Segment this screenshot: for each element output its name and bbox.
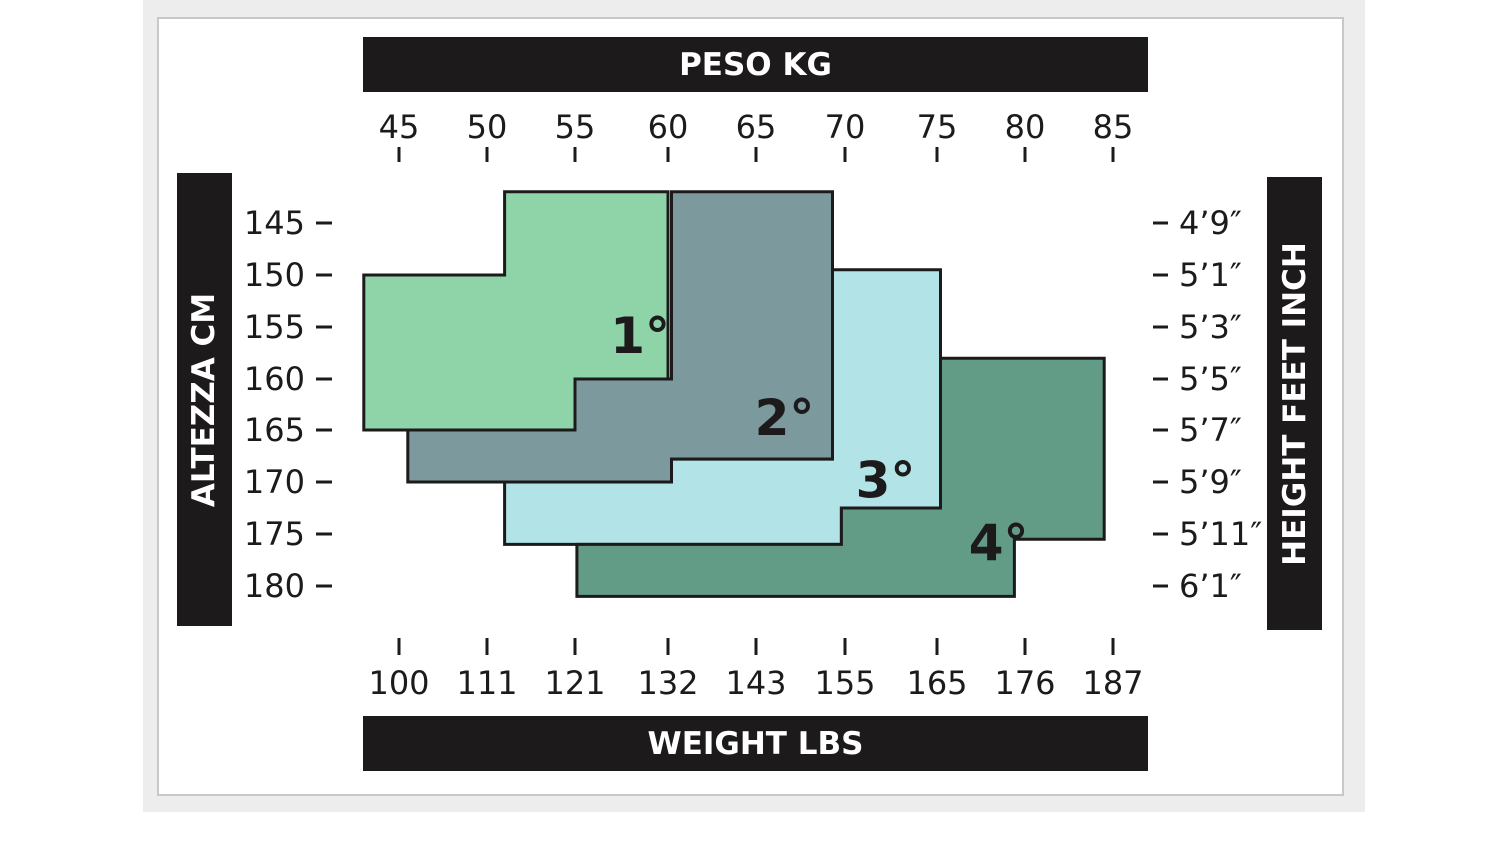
- top-axis-title-band: PESO KG: [363, 37, 1148, 92]
- top-tick-label: 55: [555, 108, 596, 146]
- bottom-tick-label: 132: [637, 664, 698, 702]
- right-tick-label: 5’5″: [1179, 360, 1242, 398]
- size-region-label-1: 1°: [610, 307, 670, 365]
- size-regions: [362, 190, 1106, 598]
- right-tick-label: 4’9″: [1179, 204, 1242, 242]
- right-tick-label: 5’9″: [1179, 463, 1242, 501]
- bottom-axis-title-band: WEIGHT LBS: [363, 716, 1148, 771]
- top-tick-label: 80: [1005, 108, 1046, 146]
- right-tick-label: 5’7″: [1179, 411, 1242, 449]
- bottom-tick-label: 187: [1082, 664, 1143, 702]
- top-tick-label: 45: [379, 108, 420, 146]
- left-tick-label: 170: [244, 463, 305, 501]
- top-tick-label: 50: [467, 108, 508, 146]
- left-tick-label: 145: [244, 204, 305, 242]
- right-tick-label: 5’1″: [1179, 256, 1242, 294]
- bottom-tick-label: 111: [456, 664, 517, 702]
- size-region-label-4: 4°: [969, 514, 1029, 572]
- bottom-axis-title: WEIGHT LBS: [647, 725, 864, 762]
- left-axis-title-band: ALTEZZA CM: [177, 173, 232, 626]
- size-region-label-2: 2°: [755, 389, 815, 447]
- left-tick-label: 165: [244, 411, 305, 449]
- left-tick-label: 155: [244, 308, 305, 346]
- bottom-tick-label: 121: [544, 664, 605, 702]
- left-tick-label: 175: [244, 515, 305, 553]
- bottom-tick-label: 143: [725, 664, 786, 702]
- bottom-tick-label: 155: [814, 664, 875, 702]
- size-region-labels: 1° 2° 3° 4°: [610, 307, 1028, 572]
- right-tick-label: 5’3″: [1179, 308, 1242, 346]
- size-region-label-3: 3°: [856, 452, 916, 510]
- left-tick-label: 160: [244, 360, 305, 398]
- bottom-tick-label: 176: [994, 664, 1055, 702]
- right-tick-label: 5’11″: [1179, 515, 1262, 553]
- top-tick-label: 85: [1093, 108, 1134, 146]
- bottom-axis: 100 111 121 132 143 155 165 176 187: [368, 638, 1144, 702]
- right-tick-label: 6’1″: [1179, 567, 1242, 605]
- bottom-tick-label: 100: [368, 664, 429, 702]
- right-axis-title-band: HEIGHT FEET INCH: [1267, 177, 1322, 630]
- right-axis: 4’9″ 5’1″ 5’3″ 5’5″ 5’7″ 5’9″ 5’11″ 6’1″: [1153, 204, 1262, 605]
- top-tick-label: 70: [825, 108, 866, 146]
- top-tick-label: 60: [648, 108, 689, 146]
- top-axis-title: PESO KG: [679, 46, 832, 83]
- top-axis: 45 50 55 60 65 70 75 80 85: [379, 108, 1134, 162]
- left-tick-label: 150: [244, 256, 305, 294]
- left-tick-label: 180: [244, 567, 305, 605]
- top-tick-label: 65: [736, 108, 777, 146]
- size-region-4: [575, 356, 1106, 598]
- left-axis: 145 150 155 160 165 170 175 180: [244, 204, 332, 605]
- top-tick-label: 75: [917, 108, 958, 146]
- bottom-tick-label: 165: [906, 664, 967, 702]
